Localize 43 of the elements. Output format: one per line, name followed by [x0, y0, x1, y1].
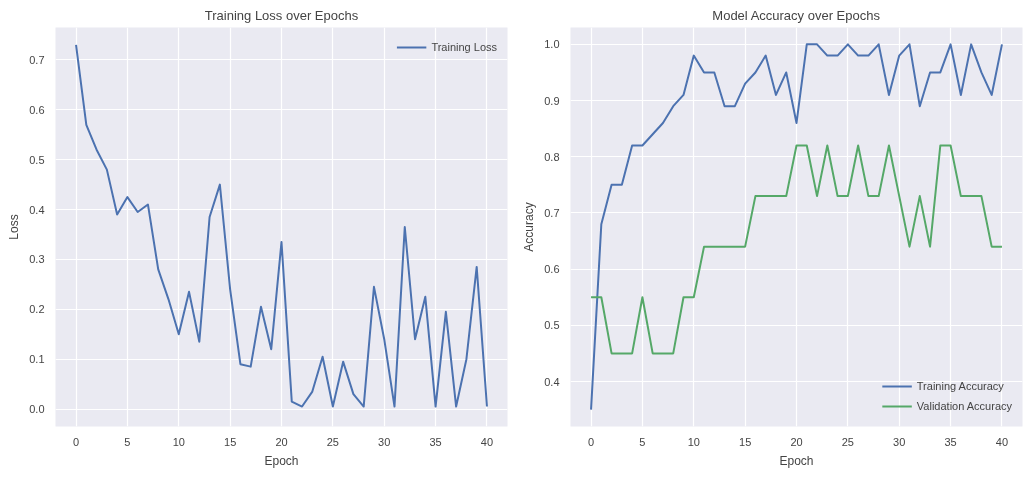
x-tick-label: 20: [790, 435, 803, 448]
y-axis-title: Accuracy: [522, 202, 537, 252]
y-tick-label: 0.5: [544, 319, 560, 332]
y-tick-label: 0.3: [29, 253, 45, 266]
y-tick-label: 0.2: [29, 303, 45, 316]
y-tick-label: 0.4: [544, 375, 560, 388]
x-tick-label: 0: [587, 435, 595, 448]
line-series: [590, 144, 1003, 355]
x-tick-label: 35: [429, 435, 442, 448]
legend-label: Training Accuracy: [916, 380, 1004, 392]
y-tick-label: 0.4: [29, 203, 45, 216]
y-tick-label: 0.6: [544, 263, 560, 276]
y-axis-title: Loss: [7, 214, 22, 240]
x-tick-label: 10: [687, 435, 700, 448]
y-tick-label: 1.0: [544, 38, 560, 51]
x-axis-title: Epoch: [264, 453, 299, 468]
x-tick-label: 35: [944, 435, 957, 448]
x-tick-label: 30: [893, 435, 906, 448]
x-tick-label: 30: [378, 435, 391, 448]
x-tick-label: 15: [739, 435, 752, 448]
legend-label: Validation Accuracy: [916, 400, 1012, 412]
y-tick-label: 0.7: [544, 206, 560, 219]
y-tick-label: 0.7: [29, 53, 45, 66]
x-axis-title: Epoch: [779, 453, 814, 468]
x-tick-label: 5: [124, 435, 131, 448]
chart-title: Training Loss over Epochs: [204, 7, 359, 23]
x-tick-label: 25: [326, 435, 339, 448]
y-tick-label: 0.0: [29, 403, 45, 416]
y-tick-label: 0.9: [544, 94, 560, 107]
x-tick-label: 40: [480, 435, 494, 448]
legend-label: Training Loss: [431, 41, 497, 53]
x-tick-label: 5: [639, 435, 646, 448]
x-tick-label: 40: [995, 435, 1009, 448]
y-tick-label: 0.8: [544, 150, 560, 163]
x-tick-label: 15: [224, 435, 237, 448]
x-tick-label: 10: [172, 435, 185, 448]
x-tick-label: 20: [275, 435, 288, 448]
x-tick-label: 0: [72, 435, 80, 448]
chart-title: Model Accuracy over Epochs: [712, 7, 881, 23]
y-tick-label: 0.6: [29, 103, 45, 116]
y-tick-label: 0.1: [29, 353, 45, 366]
y-tick-label: 0.5: [29, 153, 45, 166]
x-tick-label: 25: [841, 435, 854, 448]
